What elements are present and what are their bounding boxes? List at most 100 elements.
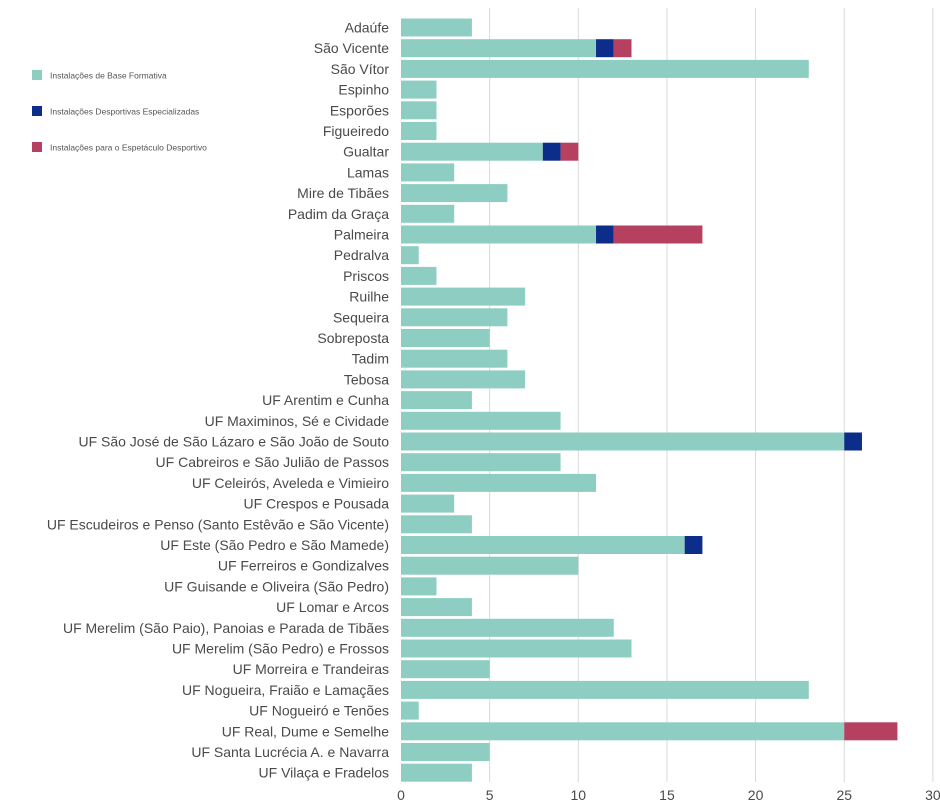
legend-swatch [32, 70, 42, 80]
category-label: São Vicente [314, 40, 389, 56]
bar-segment [844, 432, 862, 451]
category-label: Sobreposta [317, 330, 389, 346]
bar-segment [401, 80, 437, 99]
bar-segment [401, 39, 597, 58]
bar-segment [844, 722, 898, 741]
category-label: Padim da Graça [288, 206, 389, 222]
category-label: UF Merelim (São Pedro) e Frossos [172, 641, 389, 657]
x-tick-label: 5 [486, 787, 494, 803]
bar-segment [401, 329, 490, 347]
bar-segment [401, 101, 437, 120]
legend-swatch [32, 106, 42, 116]
category-label: UF Lomar e Arcos [276, 599, 389, 615]
legend-item: Instalações Desportivas Especializadas [32, 106, 199, 117]
category-labels: Adaúfe São Vicente São Vítor Espinho Esporõe… [47, 20, 389, 781]
bar-segment [401, 701, 419, 720]
legend-label: Instalações de Base Formativa [50, 71, 167, 81]
bar-segment [596, 225, 614, 244]
bar-segment [401, 204, 455, 223]
bar-segment [401, 225, 597, 244]
category-label: Tadim [352, 351, 389, 367]
legend-item: Instalações de Base Formativa [32, 70, 167, 81]
bar-segment [401, 370, 526, 389]
bar-segment [401, 680, 809, 699]
category-label: UF Maximinos, Sé e Cividade [205, 413, 390, 429]
x-tick-label: 25 [836, 787, 852, 803]
category-label: UF Ferreiros e Gondizalves [218, 558, 389, 574]
bar-segment [401, 142, 543, 161]
bar-segment [401, 266, 437, 285]
legend: Instalações de Base Formativa Instalações… [32, 70, 207, 153]
category-label: Figueiredo [323, 123, 389, 139]
bar-segment [401, 308, 508, 327]
category-label: Espinho [338, 82, 389, 98]
bar-segment [401, 556, 579, 575]
legend-label: Instalações para o Espetáculo Desportivo [50, 143, 207, 153]
legend-item: Instalações para o Espetáculo Desportivo [32, 142, 207, 153]
category-label: São Vítor [331, 61, 390, 77]
bar-segment [401, 59, 809, 78]
category-label: UF São José de São Lázaro e São João de … [78, 434, 389, 450]
category-label: UF Vilaça e Fradelos [259, 765, 389, 781]
category-label: UF Cabreiros e São Julião de Passos [156, 454, 389, 470]
bar-segment [542, 142, 561, 161]
category-label: UF Escudeiros e Penso (Santo Estêvão e S… [47, 516, 389, 532]
bar-segment [401, 494, 455, 513]
bar-segment [401, 763, 472, 782]
bars [401, 18, 898, 782]
bar-segment [560, 142, 579, 161]
category-label: UF Real, Dume e Semelhe [222, 723, 390, 739]
bar-segment [596, 39, 614, 58]
category-label: UF Guisande e Oliveira (São Pedro) [164, 578, 389, 594]
bar-segment [401, 722, 845, 741]
category-label: Priscos [343, 268, 389, 284]
bar-segment [613, 225, 703, 244]
category-label: UF Crespos e Pousada [243, 496, 389, 512]
x-tick-label: 20 [748, 787, 764, 803]
bar-segment [401, 743, 490, 761]
category-label: UF Celeirós, Aveleda e Vimieiro [192, 475, 389, 491]
category-label: Tebosa [344, 371, 389, 387]
x-axis-ticks: 0 5 10 15 20 25 30 [397, 787, 940, 803]
bar-segment [401, 515, 472, 534]
category-label: Palmeira [334, 227, 389, 243]
bar-segment [401, 411, 561, 430]
category-label: UF Este (São Pedro e São Mamede) [160, 537, 389, 553]
bar-segment [401, 122, 437, 140]
bar-segment [684, 536, 703, 554]
bar-segment [401, 432, 845, 451]
bar-segment [401, 639, 632, 658]
bar-segment [401, 287, 526, 306]
bar-segment [401, 577, 437, 596]
bar-segment [401, 660, 490, 679]
category-label: Lamas [347, 164, 389, 180]
category-label: Esporões [330, 102, 389, 118]
x-tick-label: 10 [571, 787, 587, 803]
category-label: UF Merelim (São Paio), Panoias e Parada … [63, 620, 389, 636]
bar-segment [401, 18, 472, 37]
category-label: Ruilhe [349, 289, 389, 305]
bar-segment [401, 349, 508, 368]
bar-segment [401, 598, 472, 617]
bar-segment [401, 453, 561, 472]
category-label: UF Nogueiró e Tenões [249, 703, 389, 719]
bar-segment [401, 391, 472, 410]
category-label: Sequeira [333, 309, 389, 325]
bar-segment [401, 473, 597, 492]
x-tick-label: 30 [925, 787, 940, 803]
x-tick-label: 15 [659, 787, 675, 803]
gridlines [489, 8, 934, 782]
legend-swatch [32, 142, 42, 152]
x-tick-label: 0 [397, 787, 405, 803]
category-label: UF Nogueira, Fraião e Lamaçães [182, 682, 389, 698]
bar-segment [613, 39, 632, 58]
category-label: UF Santa Lucrécia A. e Navarra [191, 744, 389, 760]
category-label: Adaúfe [345, 20, 390, 36]
bar-segment [401, 618, 614, 637]
bar-segment [401, 163, 455, 182]
category-label: Pedralva [334, 247, 389, 263]
bar-segment [401, 184, 508, 203]
category-label: Mire de Tibães [297, 185, 389, 201]
